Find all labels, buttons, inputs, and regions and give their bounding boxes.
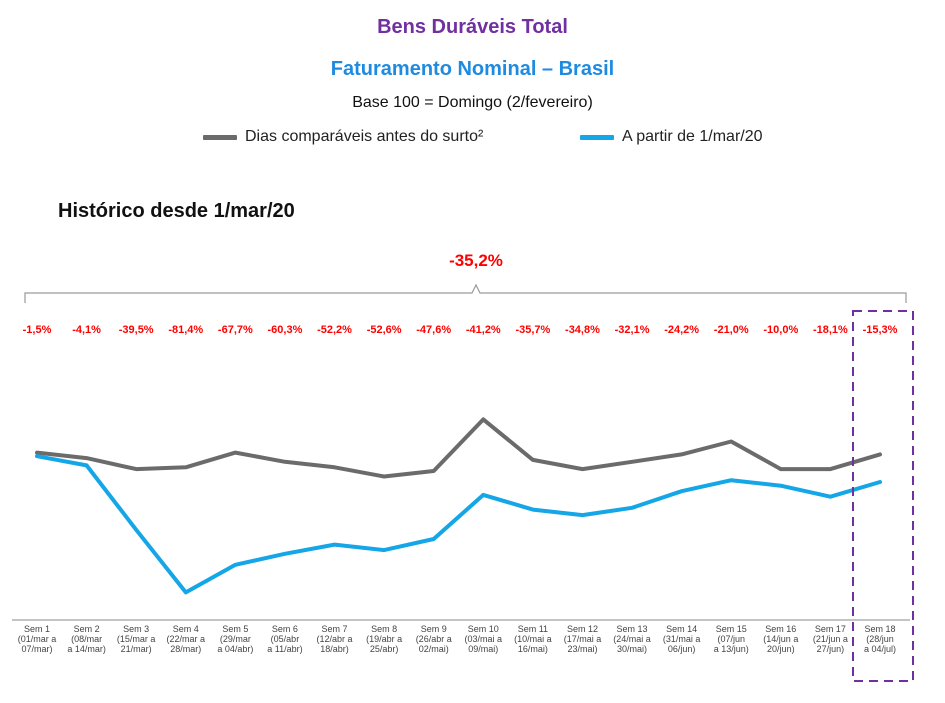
x-tick-label: Sem 12 (17/mai a 23/mai) (564, 624, 602, 654)
chart-legend: Dias comparáveis antes do surto² A parti… (0, 128, 945, 152)
legend-swatch-blue (580, 134, 614, 140)
x-tick-label: Sem 10 (03/mai a 09/mai) (465, 624, 503, 654)
data-label: -10,0% (763, 324, 798, 336)
data-label: -4,1% (72, 324, 101, 336)
chart-title: Bens Duráveis Total (377, 16, 568, 38)
x-tick-label: Sem 18 (28/jun a 04/jul) (864, 624, 896, 654)
x-tick-label: Sem 9 (26/abr a 02/mai) (416, 624, 452, 654)
x-tick-label: Sem 2 (08/mar a 14/mar) (67, 624, 106, 654)
data-label: -39,5% (119, 324, 154, 336)
period-bracket (24, 283, 907, 303)
series-line-before-outbreak (35, 417, 882, 479)
x-tick-label: Sem 7 (12/abr a 18/abr) (317, 624, 353, 654)
x-tick-label: Sem 5 (29/mar a 04/abr) (217, 624, 253, 654)
data-label: -1,5% (23, 324, 52, 336)
data-label: -21,0% (714, 324, 749, 336)
summary-label: -35,2% (449, 251, 503, 270)
x-tick-label: Sem 8 (19/abr a 25/abr) (366, 624, 402, 654)
data-label: -52,2% (317, 324, 352, 336)
legend-label-from-march: A partir de 1/mar/20 (622, 128, 763, 145)
section-title: Histórico desde 1/mar/20 (58, 200, 295, 222)
data-label: -67,7% (218, 324, 253, 336)
legend-swatch-gray (203, 134, 237, 140)
highlight-box (852, 310, 914, 682)
x-tick-label: Sem 16 (14/jun a 20/jun) (763, 624, 798, 654)
data-label: -32,1% (615, 324, 650, 336)
x-tick-label: Sem 15 (07/jun a 13/jun) (714, 624, 749, 654)
x-tick-label: Sem 14 (31/mai a 06/jun) (663, 624, 701, 654)
data-label: -18,1% (813, 324, 848, 336)
data-label: -52,6% (367, 324, 402, 336)
data-label: -81,4% (168, 324, 203, 336)
x-tick-label: Sem 3 (15/mar a 21/mar) (117, 624, 156, 654)
data-label: -60,3% (268, 324, 303, 336)
x-tick-label: Sem 6 (05/abr a 11/abr) (267, 624, 302, 654)
chart-base-note: Base 100 = Domingo (2/fevereiro) (352, 94, 593, 111)
x-tick-label: Sem 11 (10/mai a 16/mai) (514, 624, 552, 654)
data-label: -15,3% (863, 324, 898, 336)
x-tick-label: Sem 17 (21/jun a 27/jun) (813, 624, 848, 654)
data-label: -41,2% (466, 324, 501, 336)
legend-label-before-outbreak: Dias comparáveis antes do surto² (245, 128, 484, 145)
data-label: -34,8% (565, 324, 600, 336)
legend-item-before-outbreak: Dias comparáveis antes do surto² (203, 128, 483, 146)
series-line-from-march (35, 454, 882, 595)
x-tick-label: Sem 1 (01/mar a 07/mar) (18, 624, 57, 654)
legend-item-from-march: A partir de 1/mar/20 (580, 128, 763, 146)
data-label: -24,2% (664, 324, 699, 336)
data-label: -47,6% (416, 324, 451, 336)
x-tick-label: Sem 13 (24/mai a 30/mai) (613, 624, 651, 654)
data-label: -35,7% (515, 324, 550, 336)
x-tick-label: Sem 4 (22/mar a 28/mar) (167, 624, 206, 654)
chart-subtitle: Faturamento Nominal – Brasil (330, 58, 615, 80)
